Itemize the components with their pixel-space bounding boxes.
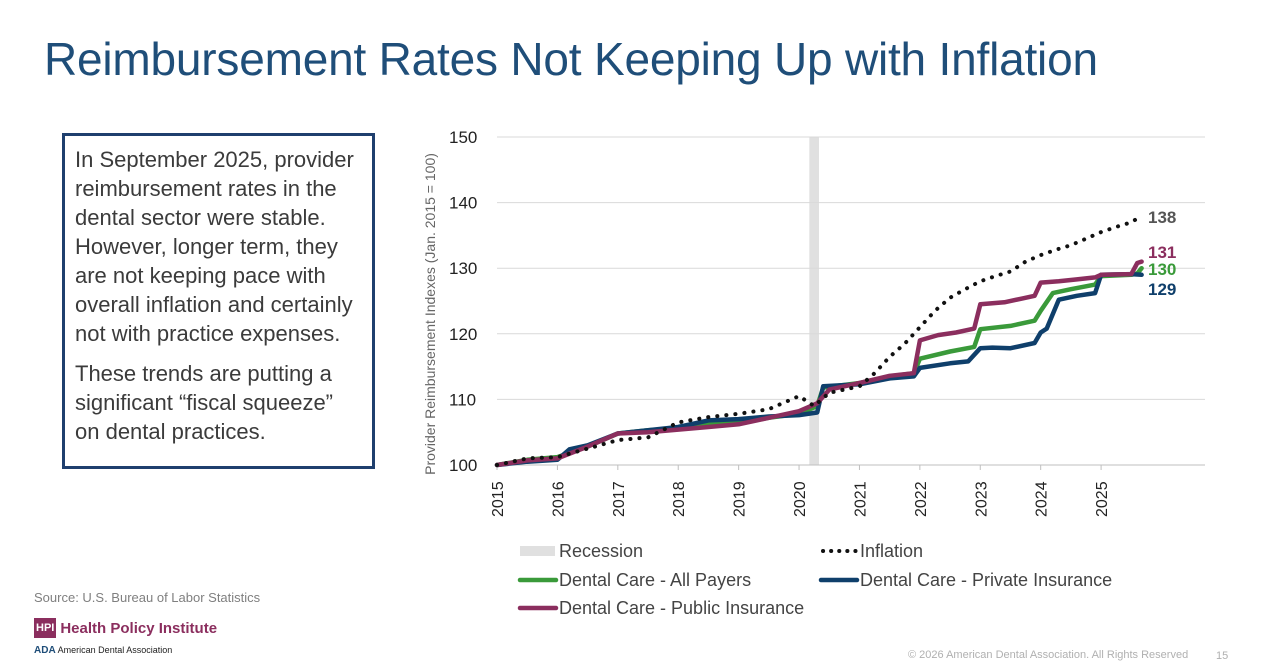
page-title: Reimbursement Rates Not Keeping Up with … — [44, 33, 1098, 85]
x-tick-label: 2022 — [913, 481, 930, 517]
recession-band — [809, 137, 819, 465]
copyright-footer: © 2026 American Dental Association. All … — [908, 649, 1189, 661]
x-tick-label: 2019 — [732, 481, 749, 517]
end-value-label: 130 — [1148, 260, 1176, 279]
end-value-label: 138 — [1148, 208, 1176, 227]
legend-label: Dental Care - Private Insurance — [860, 570, 1112, 590]
ada-mark: ADA — [34, 645, 56, 656]
y-tick-label: 130 — [449, 259, 477, 278]
legend-label: Recession — [559, 541, 643, 561]
callout-box: In September 2025, provider reimbursemen… — [62, 133, 375, 469]
x-tick-label: 2018 — [671, 481, 688, 517]
series-line-dental-care-public-insurance — [494, 259, 1144, 468]
x-tick-label: 2015 — [490, 481, 507, 517]
x-tick-label: 2020 — [792, 481, 809, 517]
hpi-logo: HPI Health Policy Institute — [34, 618, 217, 638]
x-tick-label: 2016 — [550, 481, 567, 517]
x-tick-label: 2025 — [1094, 481, 1111, 517]
legend-label: Inflation — [860, 541, 923, 561]
callout-paragraph-2: These trends are putting a significant “… — [75, 361, 334, 444]
x-tick-label: 2017 — [611, 481, 628, 517]
series-line-inflation — [495, 213, 1144, 467]
series-line-dental-care-private-insurance — [494, 271, 1144, 468]
x-tick-label: 2024 — [1034, 481, 1051, 517]
x-tick-label: 2021 — [852, 481, 869, 517]
legend-swatch-recession — [520, 546, 555, 556]
y-tick-label: 100 — [449, 456, 477, 475]
end-value-label: 131 — [1148, 243, 1176, 262]
legend-label: Dental Care - Public Insurance — [559, 598, 804, 618]
hpi-name: Health Policy Institute — [60, 619, 218, 637]
y-tick-label: 110 — [449, 390, 476, 409]
series-line-dental-care-all-payers — [494, 265, 1144, 468]
callout-paragraph-1: In September 2025, provider reimbursemen… — [75, 147, 354, 346]
legend-label: Dental Care - All Payers — [559, 570, 751, 590]
ada-name: American Dental Association — [57, 645, 173, 655]
x-tick-label: 2023 — [973, 481, 990, 517]
source-note: Source: U.S. Bureau of Labor Statistics — [34, 590, 261, 605]
page-number: 15 — [1216, 650, 1229, 662]
y-axis-label: Provider Reimbursement Indexes (Jan. 201… — [422, 153, 438, 475]
end-value-label: 129 — [1148, 280, 1176, 299]
ada-logo: ADA American Dental Association — [34, 645, 172, 656]
hpi-mark: HPI — [34, 618, 57, 638]
y-tick-label: 140 — [449, 194, 477, 213]
y-tick-label: 150 — [449, 128, 477, 147]
y-tick-label: 120 — [449, 325, 477, 344]
